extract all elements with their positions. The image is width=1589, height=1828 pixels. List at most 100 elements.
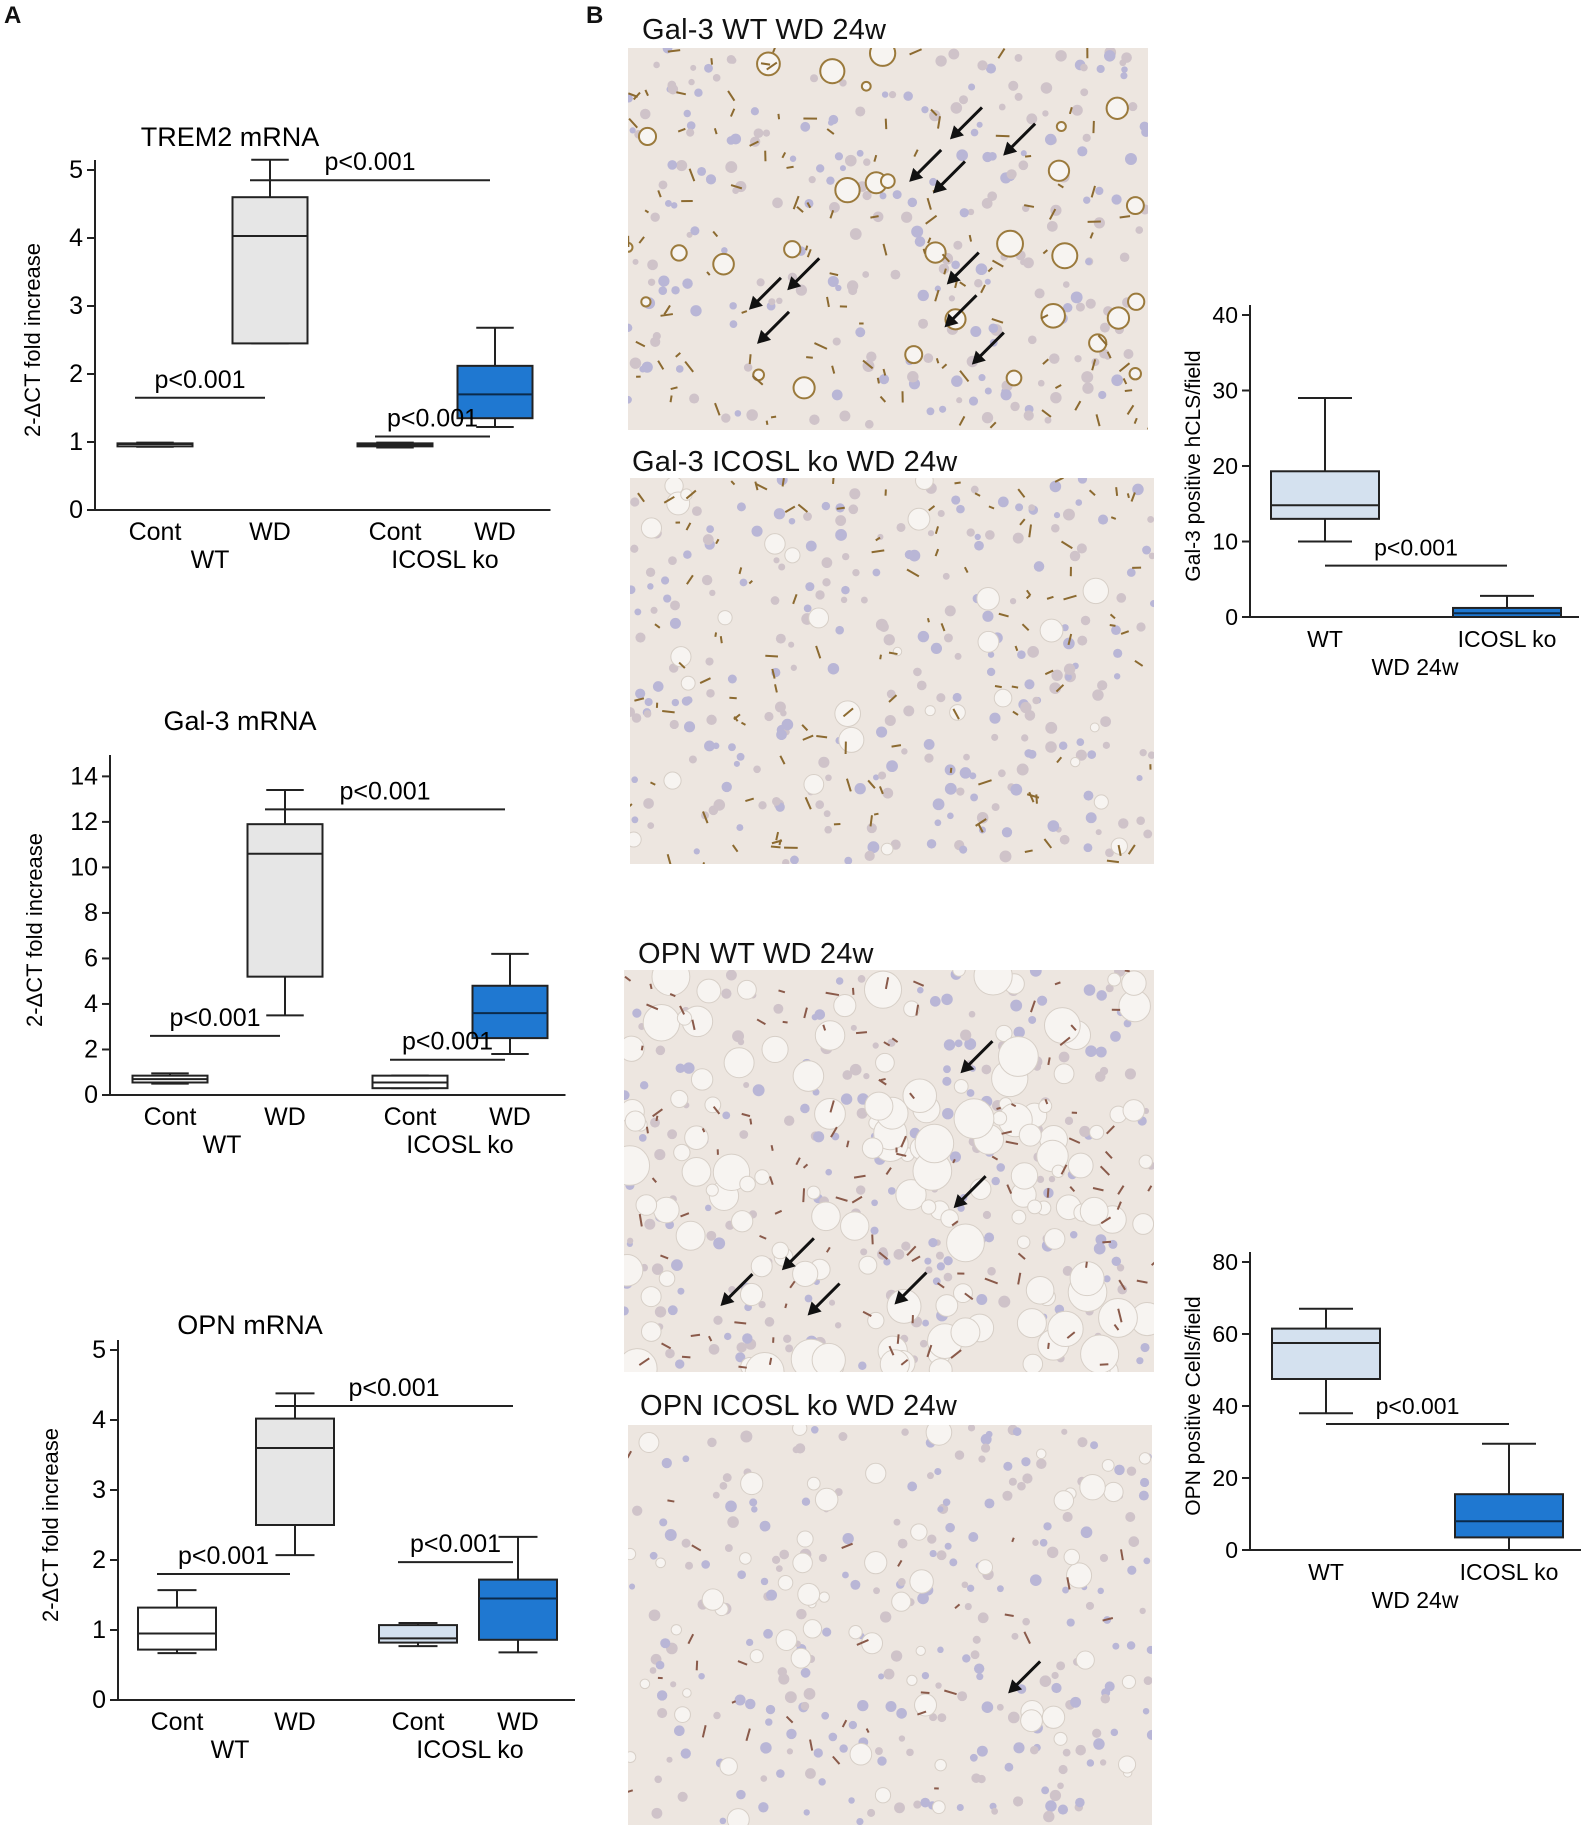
tissue-texture xyxy=(624,970,1154,1372)
group-label: ICOSL ko xyxy=(416,1736,523,1764)
y-tick-label: 2 xyxy=(84,1035,98,1063)
tissue-texture xyxy=(628,1425,1152,1825)
p-value-label: p<0.001 xyxy=(178,1542,269,1570)
micrograph-gal3-icosl xyxy=(630,478,1154,864)
y-tick-label: 5 xyxy=(69,156,83,184)
y-tick-label: 20 xyxy=(1212,453,1238,479)
y-tick-label: 6 xyxy=(84,944,98,972)
chart-gal3-hcls: 0 10 20 30 40 Gal-3 positive hCLS/field WT ICOS… xyxy=(1182,302,1579,680)
y-tick-label: 20 xyxy=(1212,1465,1238,1491)
x-tick-label: WD xyxy=(474,518,516,546)
arrow-icon xyxy=(932,160,967,194)
y-tick-label: 80 xyxy=(1212,1249,1238,1275)
group-label: ICOSL ko xyxy=(391,546,498,574)
x-tick-label: Cont xyxy=(151,1708,204,1736)
group-label: ICOSL ko xyxy=(406,1131,513,1159)
group-label: WD 24w xyxy=(1372,1587,1459,1613)
y-tick-label: 4 xyxy=(92,1406,106,1434)
micrograph-title-gal3-wt: Gal-3 WT WD 24w xyxy=(642,14,887,46)
p-value-label: p<0.001 xyxy=(339,777,430,805)
x-tick-label: WT xyxy=(1308,1559,1344,1585)
chart-opn-cells: 0 20 40 60 80 OPN positive Cells/field WT ICOSL… xyxy=(1182,1249,1581,1613)
y-tick-label: 0 xyxy=(1225,604,1238,630)
p-value-label: p<0.001 xyxy=(169,1004,260,1032)
box-wt xyxy=(1270,470,1380,520)
x-tick-label: WD xyxy=(264,1103,306,1131)
chart-trem2-mrna: TREM2 mRNA 0 1 2 3 4 5 2-ΔCT fold increase Cont W… xyxy=(20,122,551,574)
box-wd xyxy=(246,823,324,978)
y-tick-label: 10 xyxy=(70,853,98,881)
box-wt xyxy=(1271,1327,1381,1380)
p-value-label: p<0.001 xyxy=(348,1374,439,1402)
y-tick-label: 0 xyxy=(1225,1537,1238,1563)
chart-gal3-mrna: Gal-3 mRNA 0 2 4 6 8 10 12 14 2-ΔCT fold increase… xyxy=(22,706,566,1159)
p-value-label: p<0.001 xyxy=(1376,1393,1460,1419)
y-tick-label: 60 xyxy=(1212,1321,1238,1347)
p-value-label: p<0.001 xyxy=(1374,535,1458,561)
y-tick-label: 1 xyxy=(92,1616,106,1644)
box-cont xyxy=(378,1624,458,1644)
y-tick-label: 2 xyxy=(69,360,83,388)
p-value-label: p<0.001 xyxy=(410,1530,501,1558)
y-tick-label: 5 xyxy=(92,1336,106,1364)
micrograph-title-opn-icosl: OPN ICOSL ko WD 24w xyxy=(640,1390,957,1422)
y-tick-label: 40 xyxy=(1212,302,1238,328)
p-value-label: p<0.001 xyxy=(387,405,478,433)
x-tick-label: Cont xyxy=(129,518,182,546)
arrow-icon xyxy=(787,257,821,291)
box-wd xyxy=(471,984,549,1040)
x-tick-label: Cont xyxy=(369,518,422,546)
box-wd xyxy=(478,1578,558,1641)
group-label: WD 24w xyxy=(1372,654,1459,680)
y-axis-label: 2-ΔCT fold increase xyxy=(20,243,45,437)
group-label: WT xyxy=(211,1736,250,1764)
chart-opn-mrna: OPN mRNA 0 1 2 3 4 5 2-ΔCT fold increase Cont WD C… xyxy=(38,1310,575,1764)
arrow-icon xyxy=(748,276,783,310)
y-axis-label: 2-ΔCT fold increase xyxy=(22,833,47,1027)
y-tick-label: 8 xyxy=(84,899,98,927)
arrow-icon xyxy=(1008,1660,1042,1694)
box-cont xyxy=(137,1606,217,1651)
y-tick-label: 3 xyxy=(92,1476,106,1504)
y-tick-label: 3 xyxy=(69,292,83,320)
p-value-label: p<0.001 xyxy=(402,1028,493,1056)
arrow-icon xyxy=(949,106,984,140)
chart-title: TREM2 mRNA xyxy=(141,122,320,152)
y-tick-label: 4 xyxy=(84,990,98,1018)
arrow-icon xyxy=(781,1237,815,1271)
chart-title: Gal-3 mRNA xyxy=(163,706,316,736)
y-tick-label: 0 xyxy=(92,1686,106,1714)
arrow-icon xyxy=(946,251,980,285)
group-label: WT xyxy=(191,546,230,574)
panel-letter-a: A xyxy=(4,2,22,29)
micrograph-title-opn-wt: OPN WT WD 24w xyxy=(638,938,874,970)
y-tick-label: 14 xyxy=(70,762,98,790)
x-tick-label: WD xyxy=(497,1708,539,1736)
x-tick-label: WD xyxy=(274,1708,316,1736)
micrograph-title-gal3-icosl: Gal-3 ICOSL ko WD 24w xyxy=(632,446,958,478)
x-tick-label: WD xyxy=(489,1103,531,1131)
box-icosl-ko xyxy=(1454,1493,1564,1539)
y-axis-label: 2-ΔCT fold increase xyxy=(38,1428,63,1622)
chart-title: OPN mRNA xyxy=(177,1310,323,1340)
y-tick-label: 12 xyxy=(70,808,98,836)
box-wd xyxy=(255,1417,335,1527)
y-tick-label: 30 xyxy=(1212,378,1238,404)
group-label: WT xyxy=(203,1131,242,1159)
arrow-icon xyxy=(960,1040,994,1074)
panel-letter-b: B xyxy=(586,2,604,29)
arrow-icon xyxy=(953,1175,987,1209)
arrow-icon xyxy=(894,1271,928,1305)
y-tick-label: 0 xyxy=(84,1081,98,1109)
arrow-icon xyxy=(971,331,1005,365)
x-tick-label: ICOSL ko xyxy=(1460,1559,1559,1585)
box-wd xyxy=(231,196,309,345)
y-tick-label: 40 xyxy=(1212,1393,1238,1419)
x-tick-label: WT xyxy=(1307,626,1343,652)
x-tick-label: Cont xyxy=(392,1708,445,1736)
y-tick-label: 1 xyxy=(69,428,83,456)
arrow-icon xyxy=(720,1272,754,1307)
y-axis-label: Gal-3 positive hCLS/field xyxy=(1182,350,1205,581)
y-tick-label: 4 xyxy=(69,224,83,252)
y-axis-label: OPN positive Cells/field xyxy=(1182,1296,1205,1515)
